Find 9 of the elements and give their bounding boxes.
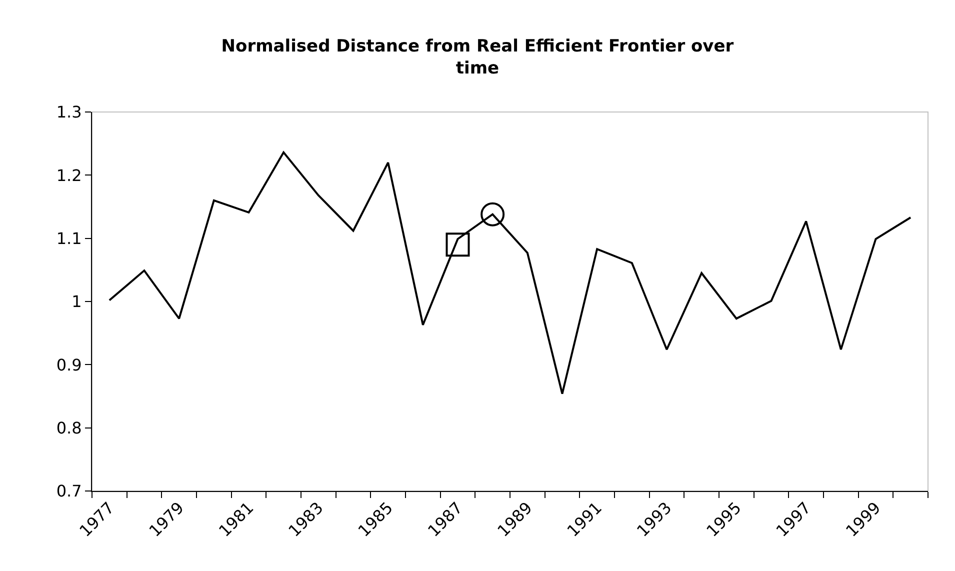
y-tick-label: 1 [72, 292, 82, 312]
y-tick-label: 0.7 [56, 482, 82, 501]
y-tick-label: 1.1 [56, 228, 82, 248]
chart-title: Normalised Distance from Real Efficient Frontier over time [221, 36, 734, 78]
y-tick-label: 1.2 [56, 166, 82, 185]
y-tick-label: 1.3 [56, 102, 82, 122]
line-series [108, 151, 912, 395]
y-tick-label: 0.9 [56, 355, 82, 374]
y-tick-label: 0.8 [56, 418, 82, 438]
